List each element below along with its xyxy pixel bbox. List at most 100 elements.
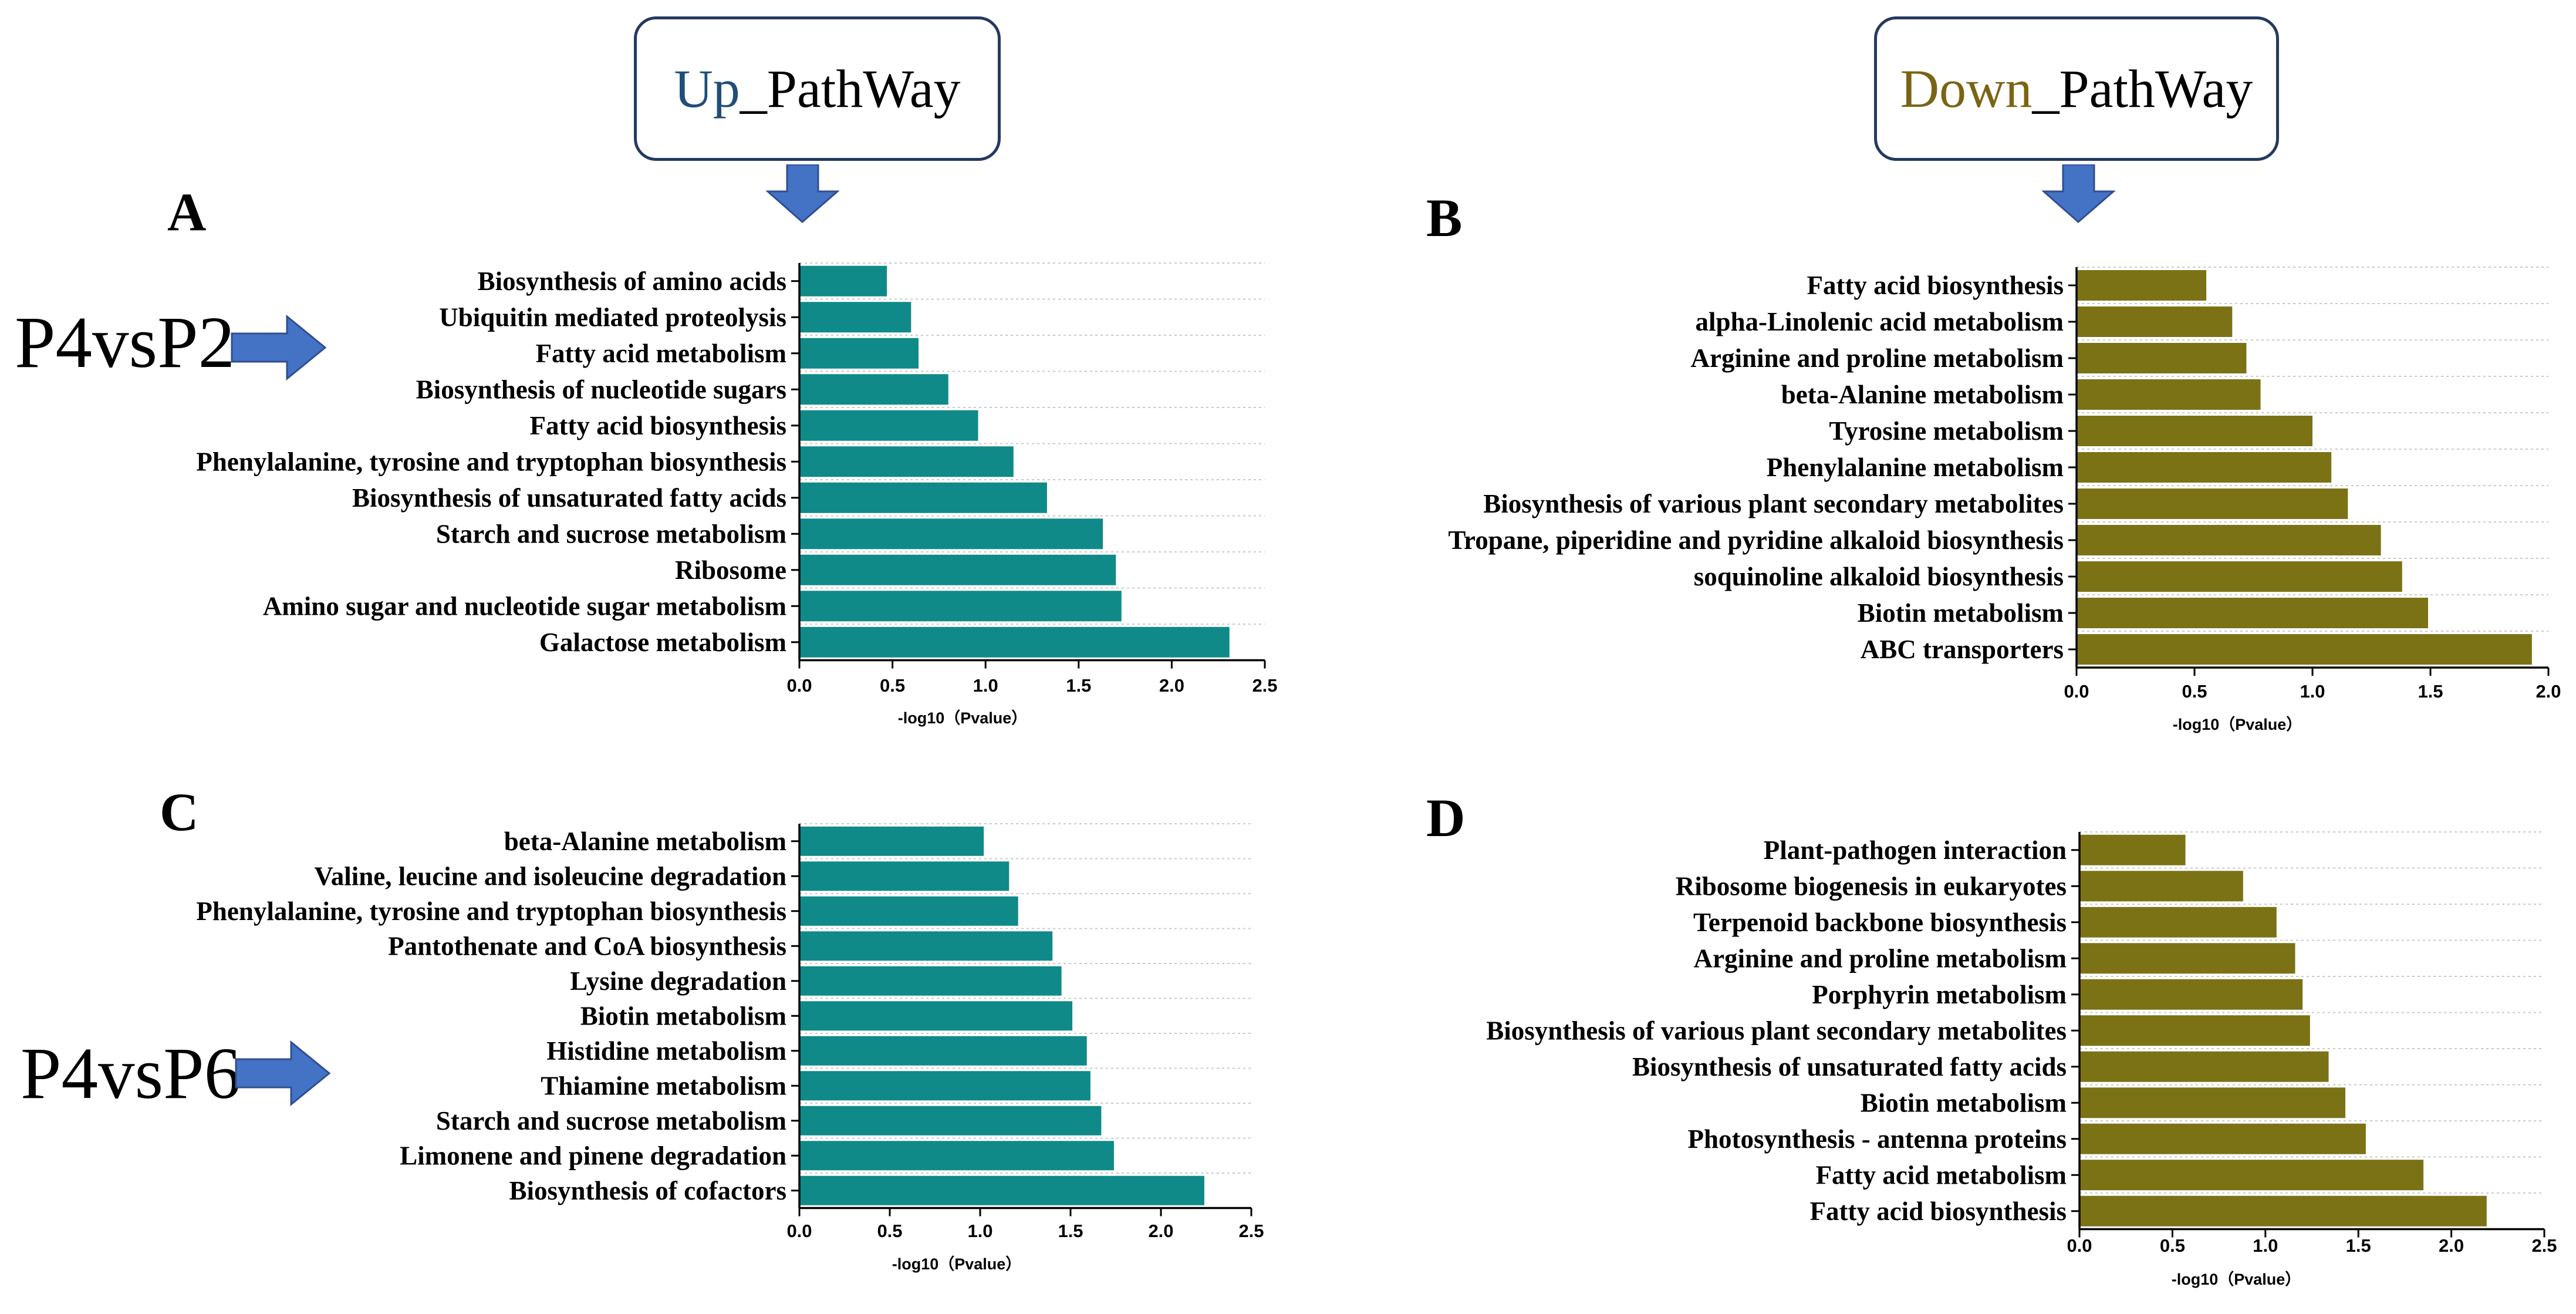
comparison-label-p4vsp6: P4vsP6 [21,1033,241,1114]
bar [799,374,948,405]
up-pathway-header: Up _PathWay [634,16,1001,161]
right-arrow-icon [235,1040,331,1106]
bar [2077,343,2247,373]
x-tick-label: 0.0 [2064,681,2089,702]
up-header-accent: Up [674,59,740,119]
bar [799,482,1047,513]
panel-letter-d: D [1426,788,1466,848]
bar [799,302,911,333]
category-label: Fatty acid biosynthesis [529,411,786,440]
bar [2077,379,2261,410]
bar [2079,907,2277,938]
category-label: Ubiquitin mediated proteolysis [439,302,786,332]
x-tick-label: 2.5 [1252,675,1277,696]
bar [2077,561,2402,592]
category-label: Biosynthesis of unsaturated fatty acids [352,483,786,513]
category-label: Fatty acid biosynthesis [1807,271,2064,300]
panel-letter-c: C [160,782,199,842]
x-tick-label: 1.5 [2418,681,2443,702]
bar [2077,525,2381,555]
x-tick-label: 0.5 [877,1221,902,1241]
x-tick-label: 0.5 [2160,1235,2185,1256]
category-label: Porphyrin metabolism [1812,980,2067,1009]
bar [2077,598,2428,628]
bar [799,591,1122,622]
category-label: Ribosome biogenesis in eukaryotes [1676,871,2067,901]
bar [2079,979,2303,1010]
category-label: Phenylalanine, tyrosine and tryptophan b… [196,447,786,476]
category-label: Biosynthesis of unsaturated fatty acids [1632,1052,2067,1081]
category-label: Biotin metabolism [1858,598,2064,628]
bar [2077,634,2532,665]
category-label: Biosynthesis of various plant secondary … [1486,1016,2067,1045]
bar [2079,1160,2424,1191]
down-arrow-icon [766,164,839,223]
bar [799,518,1103,550]
bar [2079,834,2186,865]
bar [799,1001,1073,1031]
x-tick-label: 1.0 [2253,1235,2278,1256]
category-label: Fatty acid biosynthesis [1809,1197,2067,1226]
category-label: Fatty acid metabolism [1816,1160,2067,1190]
x-tick-label: 1.0 [2300,681,2325,702]
bar [799,1106,1102,1136]
category-label: Ribosome [675,555,786,585]
bar [799,1036,1087,1066]
bar [799,554,1116,585]
bar [799,966,1062,996]
x-tick-label: 1.5 [1066,675,1091,696]
down-header-rest: _PathWay [2032,59,2253,119]
category-label: Phenylalanine metabolism [1767,453,2064,482]
x-tick-label: 0.0 [2067,1235,2092,1256]
up-header-rest: _PathWay [740,59,961,119]
bar [799,861,1010,891]
category-label: Biotin metabolism [580,1001,786,1030]
down-arrow-icon [2042,164,2115,223]
category-label: Biosynthesis of cofactors [509,1176,786,1205]
down-pathway-header: Down _PathWay [1874,16,2279,161]
bar [799,1071,1091,1101]
x-axis-title: -log10（Pvalue） [898,709,1028,727]
x-axis-title: -log10（Pvalue） [2172,1271,2301,1288]
bar [799,410,978,441]
bar [2079,1195,2487,1227]
category-label: Biosynthesis of amino acids [478,267,786,296]
x-tick-label: 0.5 [2182,681,2207,702]
x-tick-label: 1.0 [967,1221,992,1241]
panel-letter-a: A [167,182,207,242]
bar [2077,416,2312,446]
category-label: Biosynthesis of nucleotide sugars [416,375,786,404]
category-label: Galactose metabolism [539,628,786,657]
bar [2079,1015,2310,1046]
bar [2079,1087,2346,1118]
category-label: ABC transporters [1861,635,2064,664]
category-label: Plant-pathogen interaction [1764,835,2067,865]
right-arrow-icon [231,315,327,380]
bar [2079,1051,2329,1082]
bar [799,338,919,369]
down-header-accent: Down [1900,59,2033,119]
category-label: Starch and sucrose metabolism [436,519,786,548]
x-tick-label: 1.5 [1058,1221,1083,1241]
category-label: Amino sugar and nucleotide sugar metabol… [263,591,786,621]
x-axis-title: -log10（Pvalue） [892,1255,1022,1273]
bar [2077,306,2233,337]
category-label: Limonene and pinene degradation [400,1141,786,1170]
category-label: Pantothenate and CoA biosynthesis [388,931,786,961]
category-label: soquinoline alkaloid biosynthesis [1694,562,2064,591]
category-label: Photosynthesis - antenna proteins [1687,1124,2067,1154]
panel-letter-b: B [1426,188,1463,248]
x-tick-label: 0.0 [786,675,812,696]
bar [799,446,1014,477]
bar [799,826,984,856]
category-label: Thiamine metabolism [541,1071,786,1100]
bar [799,626,1230,658]
category-label: Tropane, piperidine and pyridine alkaloi… [1448,525,2064,555]
bar [799,931,1053,961]
bar [2077,452,2332,483]
category-label: Valine, leucine and isoleucine degradati… [314,861,786,891]
